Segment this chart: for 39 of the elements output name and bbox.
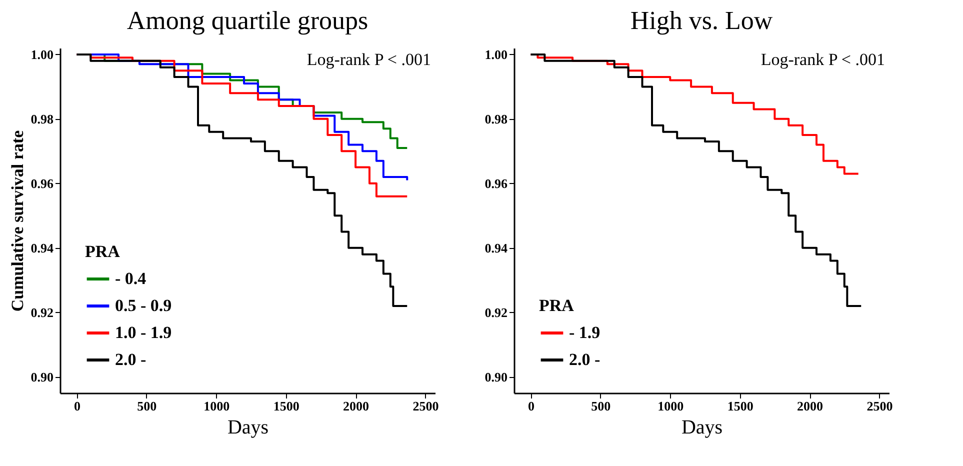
x-axis-title: Days bbox=[681, 416, 723, 438]
y-tick-label: 0.90 bbox=[484, 369, 508, 384]
y-tick-label: 0.96 bbox=[30, 176, 54, 191]
legend-label: 2.0 - bbox=[115, 350, 146, 369]
x-tick-label: 0 bbox=[528, 398, 534, 414]
y-tick-label: 0.98 bbox=[30, 111, 54, 126]
chart-title: High vs. Low bbox=[630, 6, 773, 35]
legend-label: 1.0 - 1.9 bbox=[115, 323, 172, 342]
legend-title: PRA bbox=[85, 242, 121, 261]
annotation: Log-rank P < .001 bbox=[760, 50, 885, 69]
x-tick-label: 1500 bbox=[273, 398, 300, 414]
chart-title: Among quartile groups bbox=[126, 6, 368, 35]
x-tick-label: 2000 bbox=[343, 398, 370, 414]
legend-label: - 0.4 bbox=[115, 269, 147, 288]
legend-label: 0.5 - 0.9 bbox=[115, 296, 172, 315]
x-tick-label: 2500 bbox=[412, 398, 439, 414]
legend-title: PRA bbox=[539, 296, 575, 315]
legend-label: 2.0 - bbox=[569, 350, 600, 369]
x-tick-label: 500 bbox=[137, 398, 157, 414]
y-tick-label: 0.92 bbox=[30, 304, 54, 320]
legend-label: - 1.9 bbox=[569, 323, 600, 342]
y-tick-label: 0.96 bbox=[484, 176, 508, 191]
y-tick-label: 0.94 bbox=[484, 240, 508, 256]
x-axis-title: Days bbox=[227, 416, 269, 438]
x-tick-label: 1000 bbox=[204, 398, 230, 414]
y-tick-label: 0.94 bbox=[30, 240, 54, 256]
y-axis-title: Cumulative survival rate bbox=[8, 130, 27, 312]
x-tick-label: 2500 bbox=[866, 398, 893, 414]
x-tick-label: 500 bbox=[591, 398, 611, 414]
x-tick-label: 1000 bbox=[658, 398, 684, 414]
x-tick-label: 2000 bbox=[797, 398, 824, 414]
x-tick-label: 0 bbox=[74, 398, 80, 414]
y-tick-label: 1.00 bbox=[30, 46, 54, 62]
y-tick-label: 1.00 bbox=[484, 46, 508, 62]
y-tick-label: 0.90 bbox=[30, 369, 54, 384]
x-tick-label: 1500 bbox=[727, 398, 754, 414]
y-tick-label: 0.92 bbox=[484, 304, 508, 320]
annotation: Log-rank P < .001 bbox=[306, 50, 431, 69]
y-tick-label: 0.98 bbox=[484, 111, 508, 126]
